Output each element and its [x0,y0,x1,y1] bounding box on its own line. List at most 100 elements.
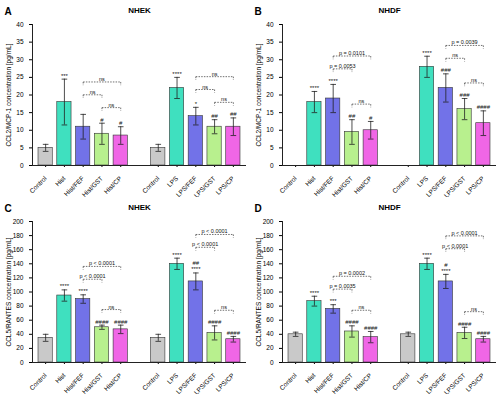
svg-text:p < 0.0001: p < 0.0001 [202,228,228,234]
svg-text:Hist: Hist [54,371,67,384]
svg-text:NHEK: NHEK [128,6,151,15]
svg-text:****: **** [172,71,182,77]
svg-text:ns: ns [358,98,364,104]
svg-text:Control: Control [278,371,298,391]
svg-text:Hist/GST: Hist/GST [81,175,105,199]
svg-text:ns: ns [99,76,105,82]
svg-text:ns: ns [221,304,227,310]
svg-text:LPS/GST: LPS/GST [192,372,216,394]
svg-text:LPS/GST: LPS/GST [442,372,466,394]
svg-text:0: 0 [270,359,274,366]
svg-text:Hist/GST: Hist/GST [81,372,105,394]
svg-text:LPS: LPS [166,371,180,385]
svg-text:LPS: LPS [166,174,180,188]
svg-text:CCL2/MCP-1 concentration [pg/m: CCL2/MCP-1 concentration [pg/mL] [255,43,263,146]
svg-text:5: 5 [20,144,24,151]
svg-text:15: 15 [266,109,274,116]
svg-text:Hist/CP: Hist/CP [102,175,123,196]
svg-text:****: **** [79,288,89,294]
svg-text:20: 20 [16,344,24,351]
svg-text:D: D [255,203,262,214]
svg-text:****: **** [422,252,432,258]
svg-text:25: 25 [16,73,24,80]
svg-text:LPS/GST: LPS/GST [192,175,216,199]
svg-text:35: 35 [266,38,274,45]
svg-text:####: #### [95,319,109,325]
svg-text:CCL2/MCP-1 concentration [pg/m: CCL2/MCP-1 concentration [pg/mL] [5,43,13,146]
svg-text:140: 140 [263,260,274,267]
svg-text:LPS/CP: LPS/CP [214,372,235,393]
svg-text:ns: ns [221,96,227,102]
svg-text:80: 80 [16,302,24,309]
svg-text:##: ## [349,113,356,119]
svg-text:Hist: Hist [304,174,317,187]
svg-text:#: # [119,120,123,126]
svg-text:40: 40 [266,330,274,337]
svg-text:160: 160 [263,246,274,253]
svg-text:p < 0.0001: p < 0.0001 [79,273,105,279]
svg-text:20: 20 [266,344,274,351]
svg-text:A: A [5,6,12,17]
svg-text:#****: #**** [441,262,451,274]
svg-text:ns: ns [202,84,208,90]
svg-text:***: *** [330,298,338,304]
svg-text:##****: ##**** [191,260,201,272]
svg-text:20: 20 [16,91,24,98]
svg-text:##: ## [230,111,237,117]
svg-text:ns: ns [471,77,477,83]
svg-text:####: #### [477,330,491,336]
svg-text:0: 0 [20,359,24,366]
svg-text:####: #### [477,104,491,110]
svg-text:####: #### [227,330,241,336]
svg-text:ns: ns [90,89,96,95]
svg-text:Control: Control [28,371,48,391]
svg-text:p = 0.0039: p = 0.0039 [452,39,478,45]
svg-text:30: 30 [16,56,24,63]
svg-text:10: 10 [266,126,274,133]
svg-text:####: #### [458,321,472,327]
svg-text:LPS: LPS [416,371,430,385]
svg-text:100: 100 [13,288,24,295]
svg-text:#: # [369,115,373,121]
svg-text:Control: Control [391,371,411,391]
svg-text:****: **** [60,283,70,289]
svg-text:10: 10 [16,126,24,133]
svg-text:Control: Control [391,174,411,194]
svg-text:ns: ns [108,304,114,310]
svg-text:****: **** [310,290,320,296]
svg-text:140: 140 [13,260,24,267]
svg-text:Hist/CP: Hist/CP [102,372,123,393]
svg-text:p < 0.0001: p < 0.0001 [442,243,468,249]
svg-text:200: 200 [13,218,24,225]
svg-text:***: *** [61,73,69,79]
svg-text:####: #### [345,319,359,325]
svg-text:35: 35 [16,38,24,45]
svg-text:LPS/GST: LPS/GST [442,175,466,199]
svg-text:Hist: Hist [54,174,67,187]
svg-text:#: # [100,117,104,123]
svg-text:p < 0.0001: p < 0.0001 [89,260,115,266]
svg-text:Hist/CP: Hist/CP [352,175,373,196]
svg-text:Control: Control [278,174,298,194]
svg-text:80: 80 [266,302,274,309]
svg-text:ns: ns [452,52,458,58]
svg-text:120: 120 [263,274,274,281]
svg-text:CCL5/RANTES concentration [pg/: CCL5/RANTES concentration [pg/mL] [5,237,13,346]
svg-text:ns: ns [358,304,364,310]
svg-text:NHDF: NHDF [378,6,400,15]
svg-text:NHDF: NHDF [378,203,400,212]
svg-text:100: 100 [263,288,274,295]
svg-text:30: 30 [266,56,274,63]
svg-text:20: 20 [266,91,274,98]
svg-text:p = 0.0053: p = 0.0053 [329,63,355,69]
svg-text:0: 0 [270,162,274,169]
svg-text:Control: Control [28,174,48,194]
svg-text:40: 40 [266,21,274,28]
svg-text:120: 120 [13,274,24,281]
svg-text:ns: ns [212,71,218,77]
svg-text:p = 0.0002: p = 0.0002 [339,270,365,276]
svg-text:200: 200 [263,218,274,225]
svg-text:####: #### [208,319,222,325]
svg-text:Hist/CP: Hist/CP [352,372,373,393]
svg-text:CCL5/RANTES concentration [pg/: CCL5/RANTES concentration [pg/mL] [255,237,263,346]
